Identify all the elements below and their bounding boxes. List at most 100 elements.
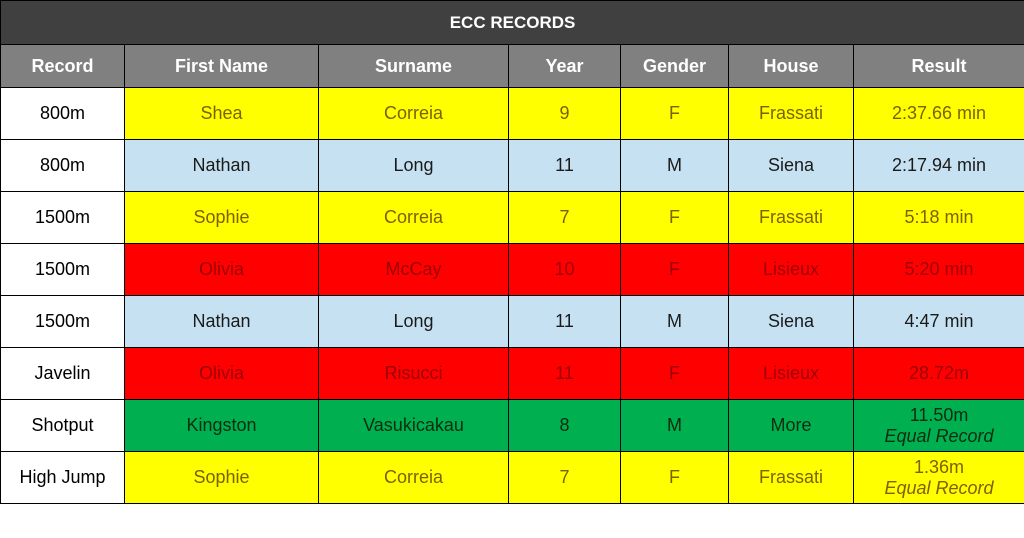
record-row: 1500m Olivia McCay 10 F Lisieux 5:20 min <box>0 243 1024 296</box>
cell-text: 7 <box>559 207 570 228</box>
cell-text: F <box>669 207 680 228</box>
cell-text: 1500m <box>34 311 91 332</box>
cell-text: Shotput <box>31 415 94 436</box>
cell-text: Olivia <box>198 363 244 384</box>
cell: 800m <box>0 139 125 192</box>
cell: F <box>620 87 729 140</box>
cell-text: Frassati <box>758 103 823 124</box>
cell-text: Kingston <box>186 415 257 436</box>
cell: McCay <box>318 243 509 296</box>
cell: 28.72m <box>852 347 1024 400</box>
cell: Long <box>318 139 509 192</box>
table-title: ECC RECORDS <box>0 0 1024 45</box>
header-cell: Result <box>852 44 1024 88</box>
record-row: 1500m Nathan Long 11 M Siena 4:47 min <box>0 295 1024 348</box>
cell: M <box>620 139 729 192</box>
cell-text: 2:17.94 min <box>892 155 987 176</box>
cell: 11 <box>508 139 621 192</box>
header-cell: Record <box>0 44 125 88</box>
header-cell: Year <box>508 44 621 88</box>
cell: Javelin <box>0 347 125 400</box>
cell-text: M <box>667 415 682 436</box>
cell: 5:20 min <box>852 243 1024 296</box>
cell-text: More <box>770 415 812 436</box>
cell-text: Correia <box>383 207 444 228</box>
result-note: Equal Record <box>884 425 994 446</box>
cell-text: F <box>669 363 680 384</box>
cell-text: High Jump <box>19 467 106 488</box>
cell: Kingston <box>124 399 319 452</box>
cell: 10 <box>508 243 621 296</box>
cell: F <box>620 243 729 296</box>
cell-text: Frassati <box>758 207 823 228</box>
cell: 1.36m Equal Record <box>852 451 1024 504</box>
cell-text: Nathan <box>192 311 251 332</box>
cell: 11 <box>508 347 621 400</box>
cell: 7 <box>508 451 621 504</box>
cell-text: 2:37.66 min <box>892 103 987 124</box>
cell: High Jump <box>0 451 125 504</box>
cell-text: 11.50m <box>909 404 969 425</box>
cell: M <box>620 399 729 452</box>
cell-text: 800m <box>39 155 86 176</box>
cell: Siena <box>728 139 854 192</box>
cell-text: 11 <box>555 363 574 384</box>
header-cell: Gender <box>620 44 729 88</box>
cell: F <box>620 451 729 504</box>
record-row: High Jump Sophie Correia 7 F Frassati 1.36m Equ… <box>0 451 1024 504</box>
cell: F <box>620 191 729 244</box>
cell: Sophie <box>124 191 319 244</box>
cell-text: Javelin <box>34 363 91 384</box>
cell-text: Long <box>393 311 434 332</box>
cell: Lisieux <box>728 243 854 296</box>
cell-text: Lisieux <box>762 259 820 280</box>
cell: 1500m <box>0 243 125 296</box>
cell-text: McCay <box>385 259 442 280</box>
cell: 1500m <box>0 295 125 348</box>
cell: 11.50m Equal Record <box>852 399 1024 452</box>
cell: 11 <box>508 295 621 348</box>
cell-text: 800m <box>39 103 86 124</box>
cell-text: 11 <box>555 311 574 332</box>
cell-text: 1500m <box>34 259 91 280</box>
cell: Frassati <box>728 451 854 504</box>
cell-text: M <box>667 311 682 332</box>
cell-text: Sophie <box>193 207 250 228</box>
cell-text: 7 <box>559 467 570 488</box>
header-cell: House <box>728 44 854 88</box>
cell-text: Risucci <box>384 363 443 384</box>
cell-text: 11 <box>555 155 574 176</box>
record-row: 800m Nathan Long 11 M Siena 2:17.94 min <box>0 139 1024 192</box>
cell: 1500m <box>0 191 125 244</box>
cell: 5:18 min <box>852 191 1024 244</box>
cell: Shotput <box>0 399 125 452</box>
header-cell: First Name <box>124 44 319 88</box>
cell-text: Vasukicakau <box>363 415 464 436</box>
cell: 4:47 min <box>852 295 1024 348</box>
cell: Nathan <box>124 139 319 192</box>
cell: M <box>620 295 729 348</box>
record-row: Shotput Kingston Vasukicakau 8 M More 11.50m Eq… <box>0 399 1024 452</box>
cell-text: Shea <box>200 103 243 124</box>
cell-text: 10 <box>554 259 575 280</box>
cell-text: 9 <box>559 103 570 124</box>
cell: Correia <box>318 191 509 244</box>
cell: 2:37.66 min <box>852 87 1024 140</box>
cell: Correia <box>318 451 509 504</box>
cell: 8 <box>508 399 621 452</box>
cell: More <box>728 399 854 452</box>
cell-text: 28.72m <box>909 363 970 384</box>
cell-text: 5:18 min <box>904 207 974 228</box>
cell-text: 1500m <box>34 207 91 228</box>
cell-text: 1.36m <box>914 456 965 477</box>
cell: Vasukicakau <box>318 399 509 452</box>
cell: Risucci <box>318 347 509 400</box>
cell-text: Sophie <box>193 467 250 488</box>
cell: 800m <box>0 87 125 140</box>
cell-text: F <box>669 259 680 280</box>
cell: F <box>620 347 729 400</box>
record-row: 1500m Sophie Correia 7 F Frassati 5:18 min <box>0 191 1024 244</box>
header-cell: Surname <box>318 44 509 88</box>
cell-text: Lisieux <box>762 363 820 384</box>
